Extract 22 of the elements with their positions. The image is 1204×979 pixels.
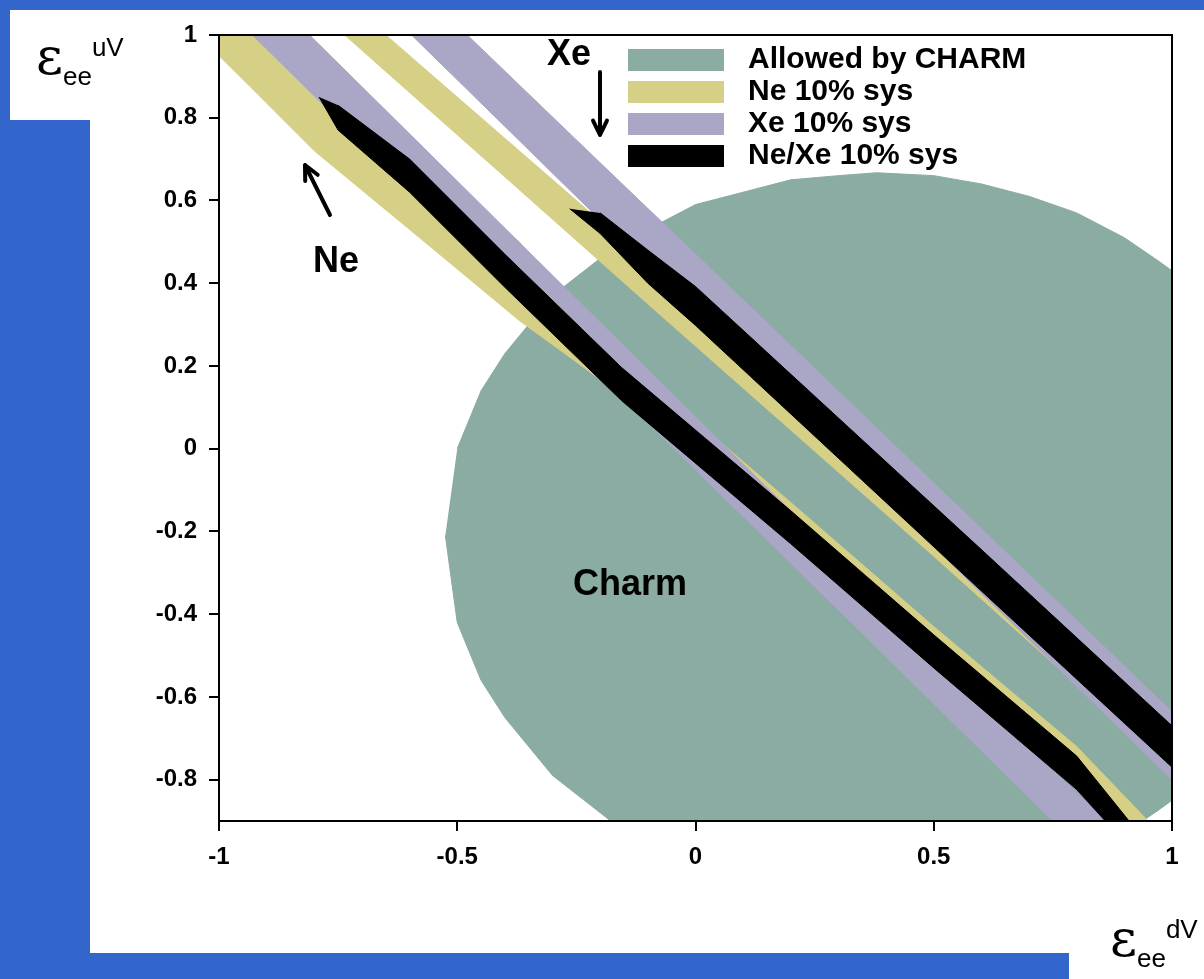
legend-label: Allowed by CHARM — [748, 41, 1027, 75]
legend-label: Xe 10% sys — [748, 105, 912, 139]
legend-label: Ne/Xe 10% sys — [748, 137, 959, 171]
x-tick-label: 1 — [1165, 842, 1179, 870]
y-tick-label: 0 — [183, 433, 197, 461]
x-tick-label: -1 — [208, 842, 230, 870]
legend-label: Ne 10% sys — [748, 73, 914, 107]
x-tick-label: -0.5 — [436, 842, 478, 870]
annotation: Ne — [312, 238, 360, 280]
annotation: Xe — [546, 31, 592, 73]
y-tick-label: 0.8 — [163, 102, 197, 130]
y-tick-label: 0.6 — [163, 185, 197, 213]
x-tick-label: 0.5 — [917, 842, 951, 870]
y-tick-label: -0.8 — [155, 764, 197, 792]
y-tick-label: -0.2 — [155, 516, 197, 544]
annotation: Charm — [572, 561, 688, 603]
y-tick-label: -0.6 — [155, 681, 197, 709]
y-tick-label: 0.2 — [163, 350, 197, 378]
x-tick-label: 0 — [688, 842, 703, 870]
y-tick-label: 1 — [183, 19, 197, 47]
y-tick-label: 0.4 — [163, 267, 198, 295]
y-tick-label: -0.4 — [155, 598, 198, 626]
